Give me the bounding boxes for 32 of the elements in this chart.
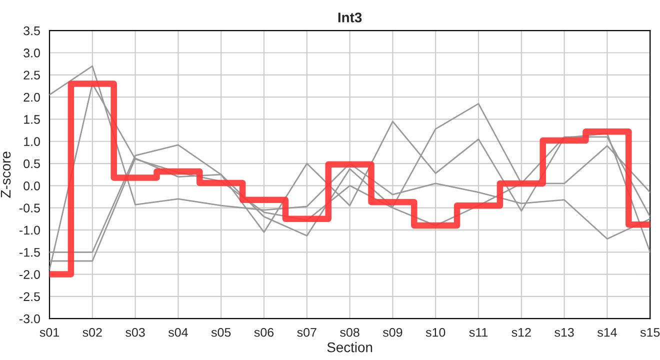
x-tick-label: s12 (512, 328, 531, 337)
y-tick-label: 3.0 (24, 48, 40, 58)
x-tick-label: s02 (82, 328, 102, 337)
y-tick-label: -3.0 (19, 314, 40, 324)
y-tick-label: -2.5 (19, 292, 40, 302)
x-tick-label: s05 (211, 328, 231, 337)
x-tick-label: s06 (254, 328, 274, 337)
y-tick-label: 2.5 (24, 70, 40, 80)
y-tick-label: 0.5 (24, 159, 40, 168)
y-tick-label: 0.0 (24, 181, 40, 190)
chart-title: Int3 (338, 12, 362, 22)
x-tick-label: s09 (382, 328, 402, 337)
x-tick-label: s13 (554, 328, 574, 337)
x-tick-label: s11 (469, 328, 488, 337)
x-tick-label: s03 (126, 328, 145, 337)
x-tick-label: s08 (340, 328, 360, 337)
x-tick-label: s10 (426, 328, 446, 337)
x-tick-label: s07 (297, 328, 316, 337)
x-tick-label: s15 (640, 328, 660, 337)
y-tick-label: -2.0 (19, 270, 40, 279)
y-tick-label: -1.5 (19, 248, 40, 257)
x-tick-label: s04 (168, 328, 188, 337)
y-tick-label: 2.0 (24, 92, 40, 102)
y-tick-label: 1.0 (24, 137, 40, 146)
y-tick-label: 1.5 (24, 115, 40, 124)
y-tick-label: 3.5 (24, 26, 40, 36)
x-tick-label: s01 (40, 328, 59, 337)
y-axis-title: Z-score (0, 152, 11, 198)
x-tick-label: s14 (597, 328, 617, 337)
y-tick-label: -0.5 (19, 204, 40, 212)
x-axis-title: Section (327, 342, 372, 352)
y-tick-label: -1.0 (19, 226, 40, 235)
